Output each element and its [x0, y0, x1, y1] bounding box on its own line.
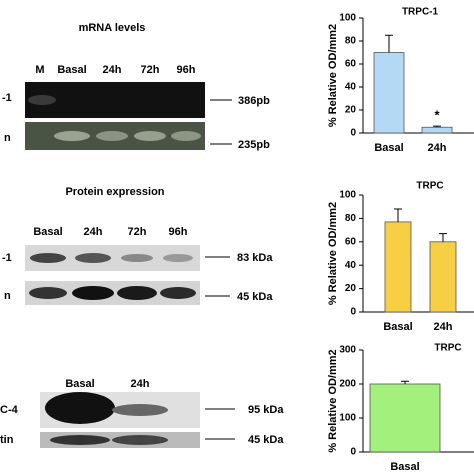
y-axis-label: % Relative OD/mm2 — [327, 202, 339, 305]
x-tick-label: Basal — [390, 461, 419, 473]
band — [112, 435, 168, 445]
error-bar — [394, 208, 402, 222]
size-label: 45 kDa — [248, 434, 284, 446]
row-label: tin — [0, 434, 14, 446]
band — [112, 404, 168, 416]
band — [160, 287, 196, 299]
band — [117, 286, 157, 300]
error-bar — [433, 125, 441, 128]
band — [96, 131, 128, 141]
size-label: 386pb — [238, 95, 270, 107]
y-tick-label: 40 — [345, 260, 357, 271]
band — [29, 287, 67, 299]
y-axis-label: % Relative OD/mm2 — [327, 24, 339, 127]
size-label: 95 kDa — [248, 404, 284, 416]
y-tick-label: 80 — [345, 36, 357, 47]
lane-label: M — [35, 64, 44, 76]
band — [28, 95, 56, 105]
y-tick-label: 0 — [350, 128, 356, 139]
lane-label: 96h — [177, 64, 196, 76]
y-tick-label: 100 — [339, 13, 356, 24]
band — [163, 254, 193, 262]
lane-label: Basal — [57, 64, 86, 76]
size-label: 83 kDa — [237, 252, 273, 264]
y-tick-label: 20 — [345, 283, 357, 294]
band — [54, 131, 90, 141]
lane-label: 24h — [84, 226, 103, 238]
bar — [429, 241, 457, 313]
size-label: 45 kDa — [237, 291, 273, 303]
band — [75, 253, 111, 263]
lane-label: 72h — [141, 64, 160, 76]
band — [72, 286, 114, 300]
bar — [421, 126, 453, 134]
bar — [384, 221, 412, 313]
chart-title: TRPC — [416, 181, 443, 192]
y-tick-label: 200 — [339, 379, 356, 390]
size-label: 235pb — [238, 139, 270, 151]
y-tick-label: 40 — [345, 82, 357, 93]
band — [121, 254, 153, 262]
row-label: C-4 — [0, 404, 19, 416]
y-tick-label: 60 — [345, 59, 357, 70]
y-tick-label: 300 — [339, 345, 356, 356]
error-bar — [385, 34, 393, 53]
y-tick-label: 80 — [345, 213, 357, 224]
y-tick-label: 0 — [350, 307, 356, 318]
chart-title: TRPC-1 — [402, 7, 439, 18]
bar — [373, 52, 405, 134]
x-tick-label: 24h — [434, 321, 453, 333]
lane-label: 72h — [128, 226, 147, 238]
lane-label: Basal — [65, 378, 94, 390]
y-tick-label: 60 — [345, 236, 357, 247]
x-tick-label: Basal — [374, 142, 403, 154]
panel-title: mRNA levels — [79, 22, 146, 34]
row-label: n — [4, 132, 11, 144]
error-bar — [439, 233, 447, 242]
significance: * — [434, 108, 440, 123]
y-tick-label: 0 — [350, 447, 356, 458]
band — [45, 392, 115, 424]
band — [134, 131, 166, 141]
lane-label: 24h — [103, 64, 122, 76]
lane-label: 96h — [169, 226, 188, 238]
y-tick-label: 100 — [339, 190, 356, 201]
band — [50, 435, 110, 445]
row-label: -1 — [2, 92, 12, 104]
bar — [369, 383, 441, 453]
x-tick-label: 24h — [428, 142, 447, 154]
lane-label: Basal — [33, 226, 62, 238]
row-label: -1 — [2, 252, 12, 264]
band — [30, 253, 66, 263]
y-axis-label: % Relative OD/mm2 — [327, 349, 339, 452]
panel-title: Protein expression — [65, 186, 164, 198]
lane-label: 24h — [131, 378, 150, 390]
y-tick-label: 20 — [345, 105, 357, 116]
row-label: n — [4, 290, 11, 302]
y-tick-label: 100 — [339, 413, 356, 424]
x-tick-label: Basal — [383, 321, 412, 333]
error-bar — [401, 380, 409, 384]
chart-title: TRPC — [434, 343, 461, 354]
band — [171, 131, 201, 141]
